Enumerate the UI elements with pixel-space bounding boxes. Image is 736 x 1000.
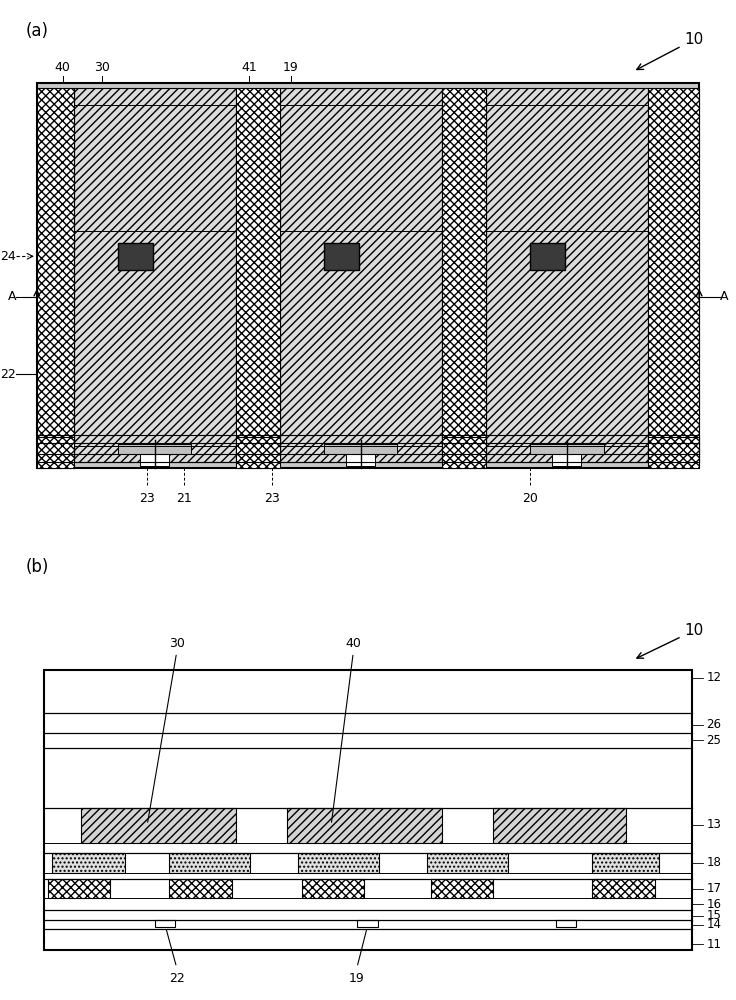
Text: 25: 25 [707,734,721,746]
Bar [357,920,378,927]
Bar [236,437,280,468]
Bar [552,454,581,466]
Bar [155,920,175,927]
Bar [37,437,74,468]
Bar [37,83,699,468]
Bar [493,808,626,842]
Bar [298,852,379,872]
Bar [81,808,236,842]
Bar [118,444,191,454]
Bar [431,879,493,898]
Text: 26: 26 [707,718,721,732]
Bar [486,88,648,462]
Bar [140,454,169,466]
Bar [287,808,442,842]
Bar [302,879,364,898]
Bar [346,454,375,466]
Text: 40: 40 [54,61,71,74]
Text: 41: 41 [241,61,257,74]
Text: 18: 18 [707,856,721,869]
Bar [592,852,659,872]
Text: 23: 23 [139,492,155,505]
Text: 21: 21 [176,492,192,505]
Bar [169,879,232,898]
Bar [442,437,486,468]
Bar [442,88,486,462]
Text: 40: 40 [345,637,361,650]
Text: 22: 22 [169,972,185,986]
Text: 15: 15 [707,909,721,922]
Text: A: A [720,290,729,304]
Bar [236,88,280,462]
Text: 19: 19 [349,972,365,986]
Text: 30: 30 [93,61,110,74]
Bar [648,437,699,468]
Text: 17: 17 [707,883,721,896]
Text: 20: 20 [522,492,538,505]
Text: 11: 11 [707,938,721,950]
Text: (b): (b) [26,558,49,576]
Bar [118,243,153,269]
Bar [74,88,236,462]
Bar [48,879,110,898]
Bar [324,243,359,269]
Bar [44,670,692,950]
Text: 30: 30 [169,637,185,650]
Bar [169,852,250,872]
Text: 22: 22 [1,367,16,380]
Bar [37,88,74,462]
Text: 16: 16 [707,898,721,910]
Text: 10: 10 [637,623,704,658]
Bar [648,88,699,462]
Bar [530,243,565,269]
Text: A: A [7,290,16,304]
Bar [52,852,125,872]
Text: 14: 14 [707,918,721,931]
Bar [280,88,442,462]
Bar [324,444,397,454]
Bar [592,879,655,898]
Bar [556,920,576,927]
Bar [530,444,604,454]
Bar [427,852,508,872]
Text: 23: 23 [264,492,280,505]
Text: 19: 19 [283,61,299,74]
Text: 10: 10 [637,32,704,69]
Text: (a): (a) [26,22,49,40]
Text: 13: 13 [707,818,721,832]
Text: 12: 12 [707,671,721,684]
Text: 24: 24 [1,250,16,263]
